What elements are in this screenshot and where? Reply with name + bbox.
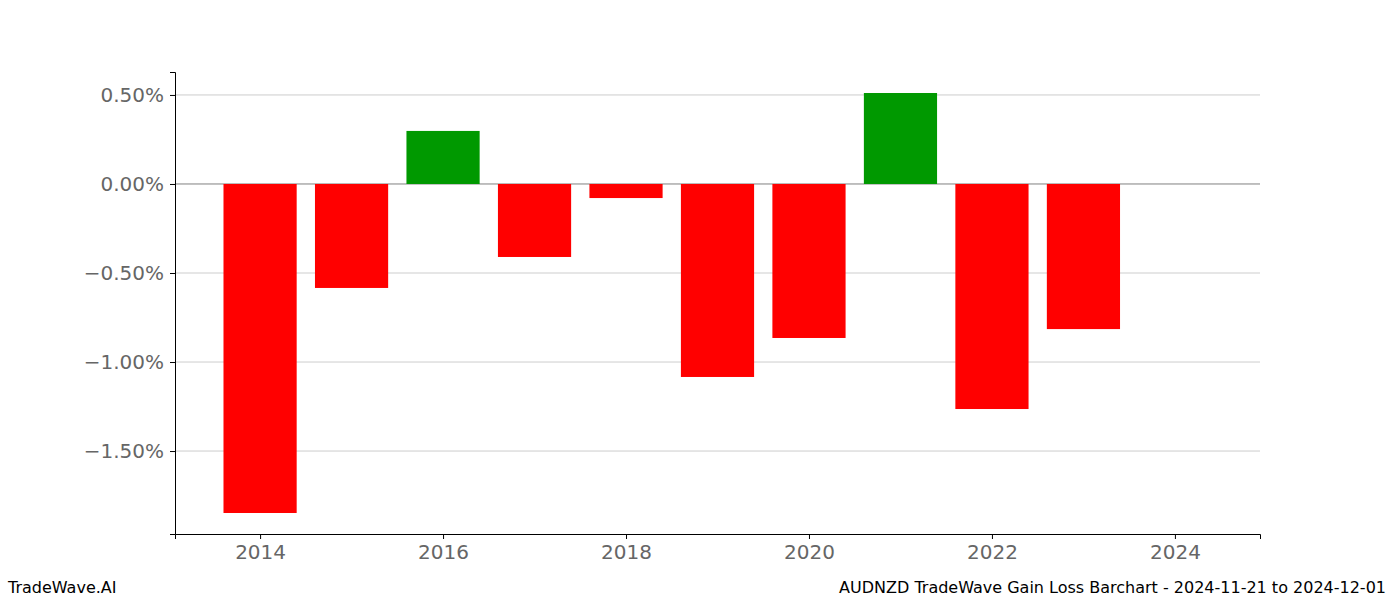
- y-tick-label: −1.50%: [84, 439, 164, 463]
- x-tick-label: 2016: [418, 540, 469, 564]
- bar: [1047, 184, 1120, 329]
- bars: [223, 93, 1120, 513]
- y-tick-mark: [170, 362, 175, 363]
- bar: [406, 131, 479, 184]
- grid-line: [175, 451, 1260, 452]
- x-tick-mark: [1175, 534, 1176, 539]
- title: AUDNZD TradeWave Gain Loss Barchart - 20…: [839, 578, 1386, 597]
- grid-line: [175, 94, 1260, 95]
- x-tick: 2022: [967, 534, 1018, 564]
- bar: [681, 184, 754, 377]
- y-tick-label: −1.00%: [84, 350, 164, 374]
- x-axis: 2014 2016 2018 2020 2022 2024: [176, 534, 1261, 564]
- bar: [223, 184, 296, 513]
- x-tick: 2016: [418, 534, 469, 564]
- x-tick-label: 2020: [784, 540, 835, 564]
- y-tick: −1.50%: [84, 439, 175, 463]
- x-axis-line: [176, 535, 1261, 540]
- x-tick-mark: [260, 534, 261, 539]
- bar: [772, 184, 845, 338]
- y-tick: 0.50%: [100, 83, 175, 107]
- y-tick-label: 0.50%: [100, 83, 164, 107]
- x-tick-mark: [992, 534, 993, 539]
- watermark: TradeWave.AI: [7, 578, 116, 597]
- grid: [175, 95, 1260, 451]
- y-tick-mark: [170, 451, 175, 452]
- x-tick-label: 2024: [1150, 540, 1201, 564]
- y-tick: −0.50%: [84, 261, 175, 285]
- bar: [589, 184, 662, 198]
- y-tick-mark: [170, 273, 175, 274]
- x-tick-mark: [809, 534, 810, 539]
- y-tick-label: −0.50%: [84, 261, 164, 285]
- y-tick: 0.00%: [100, 172, 175, 196]
- y-axis-line: [170, 73, 176, 535]
- y-tick-label: 0.00%: [100, 172, 164, 196]
- bar: [315, 184, 388, 288]
- x-tick: 2014: [235, 534, 286, 564]
- x-tick: 2024: [1150, 534, 1201, 564]
- x-tick-label: 2018: [601, 540, 652, 564]
- bar: [498, 184, 571, 257]
- y-tick-mark: [170, 184, 175, 185]
- x-tick-mark: [626, 534, 627, 539]
- bar: [955, 184, 1028, 409]
- chart: −1.50% −1.00% −0.50% 0.00% 0.50% 2014 2016 2018…: [0, 0, 1400, 600]
- x-tick-label: 2014: [235, 540, 286, 564]
- bar: [864, 93, 937, 184]
- y-axis: −1.50% −1.00% −0.50% 0.00% 0.50%: [84, 73, 176, 535]
- x-tick-mark: [443, 534, 444, 539]
- x-tick: 2020: [784, 534, 835, 564]
- x-tick-label: 2022: [967, 540, 1018, 564]
- y-tick-mark: [170, 95, 175, 96]
- y-tick: −1.00%: [84, 350, 175, 374]
- x-tick: 2018: [601, 534, 652, 564]
